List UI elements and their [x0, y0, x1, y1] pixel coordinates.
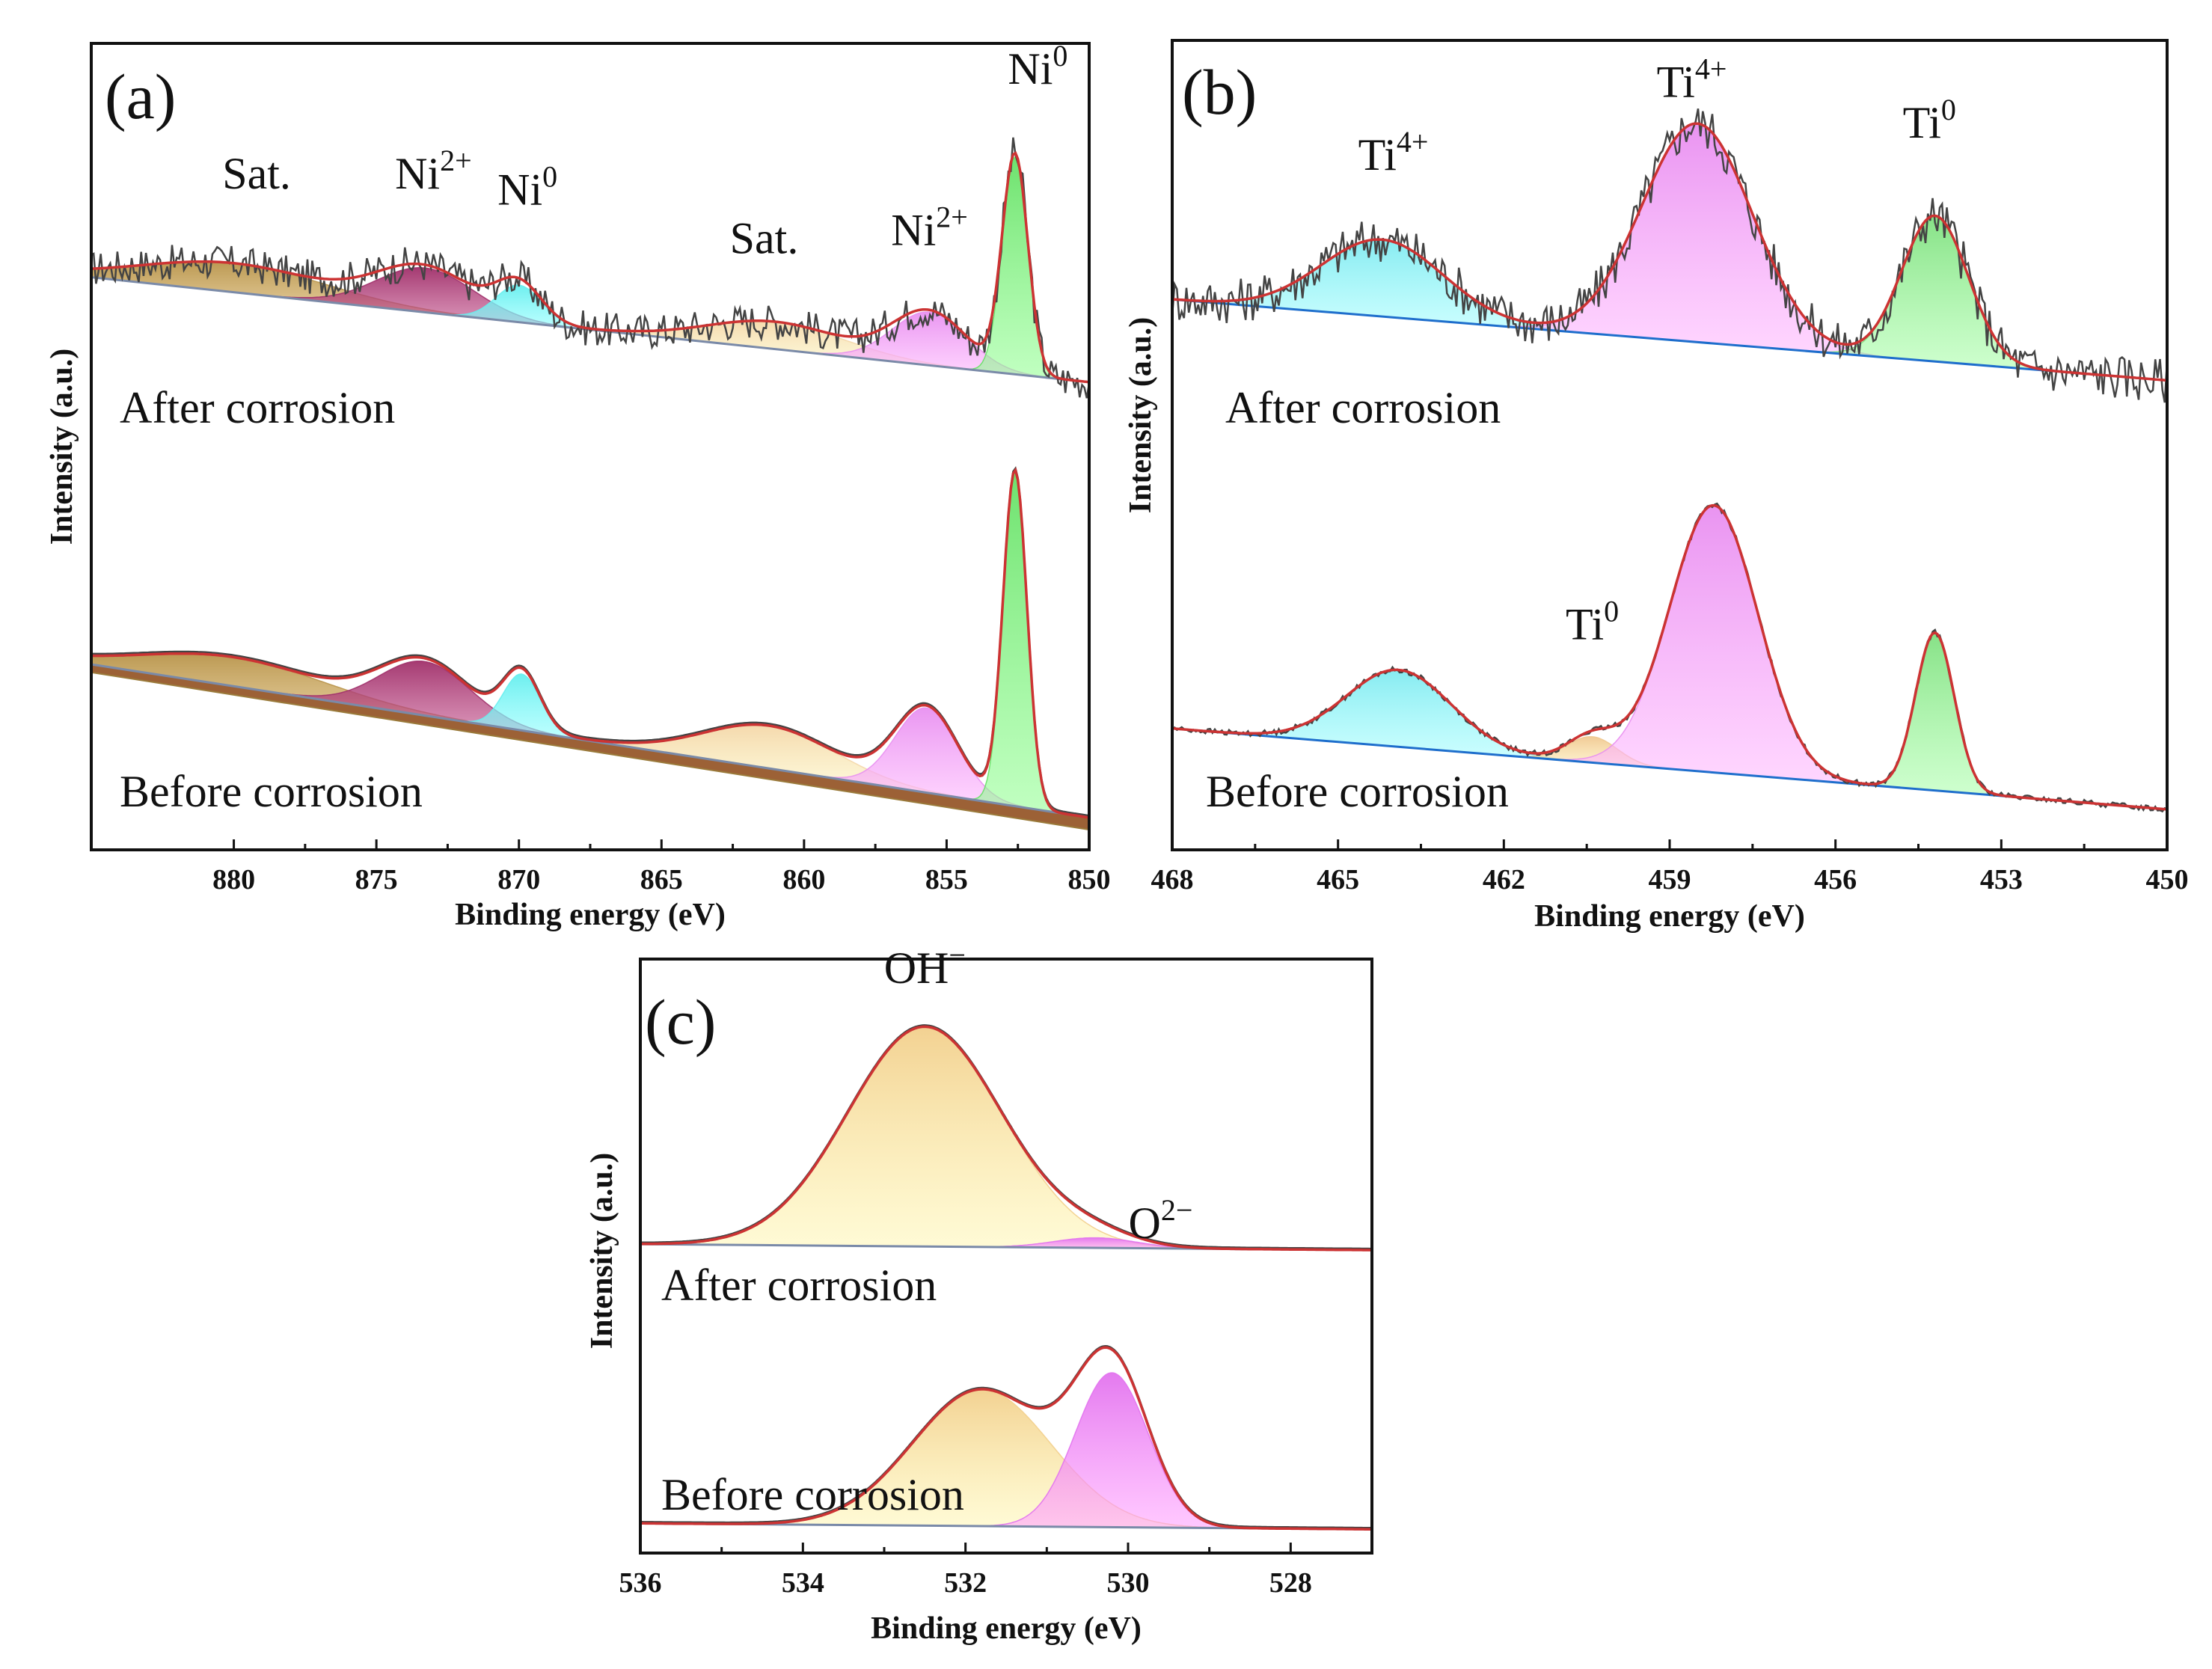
panel-c-x-tick-label: 530 [1107, 1567, 1150, 1599]
panel-a-x-tick-label: 880 [212, 864, 255, 895]
panel-b-x-tick-label: 462 [1483, 864, 1525, 895]
panel-b-x-tick-label: 453 [1980, 864, 2023, 895]
panel-c-x-tick-label: 536 [619, 1567, 662, 1599]
panel-a-ni2p: 880 875 870 865 860 855 850 (a) After corrosio… [45, 39, 1111, 932]
panel-a-before-peak-ni0-5 [965, 470, 1064, 815]
panel-a-before-fit-envelope [91, 467, 1090, 819]
panel-c-o1s: 536 534 532 530 528 (c) After corrosion Befo… [585, 938, 1373, 1646]
panel-a-x-tick-label: 860 [782, 864, 825, 895]
panel-a-after-label: After corrosion [120, 383, 395, 432]
panel-a-peak-label: Sat. [730, 213, 799, 263]
panel-a-x-tick-label: 855 [925, 864, 968, 895]
panel-c-before-raw-spectrum [640, 1344, 1373, 1529]
panel-a-x-tick-label: 850 [1068, 864, 1111, 895]
peak-label-text: Ti [1657, 58, 1695, 107]
panel-c-frame [639, 958, 1373, 1555]
panel-b-before-label: Before corrosion [1206, 767, 1509, 816]
peak-label-text: Ti [1566, 600, 1604, 649]
panel-c-label: (c) [645, 986, 716, 1058]
panel-c-x-tick-label: 528 [1269, 1567, 1312, 1599]
peak-label-superscript: 2+ [936, 200, 968, 234]
panel-a-x-axis-title: Binding energy (eV) [455, 898, 726, 932]
peak-label-superscript: 2+ [440, 144, 472, 177]
peak-label-superscript: 4+ [1695, 52, 1727, 86]
panel-b-plot-area [1171, 108, 2169, 813]
panel-c-before-label: Before corrosion [661, 1470, 964, 1519]
panel-b-x-tick-label: 459 [1649, 864, 1691, 895]
panel-a-x-ticks: 880 875 870 865 860 855 850 [212, 839, 1111, 895]
peak-label-text: Ti [1358, 130, 1397, 180]
panel-c-x-tick-label: 532 [944, 1567, 987, 1599]
peak-label-text: Ti [1903, 98, 1941, 147]
panel-c-after-fit-envelope [640, 1025, 1373, 1252]
peak-label-superscript: 2− [1161, 1193, 1193, 1227]
panel-b-y-axis-title: Intensity (a.u.) [1124, 317, 1158, 514]
panel-b-x-tick-label: 450 [2146, 864, 2189, 895]
panel-b-before-peak-ti0-3 [1854, 631, 2016, 798]
peak-label-text: Ni [891, 206, 936, 255]
panel-b-ti2p: 468 465 462 459 456 453 450 (b) After corrosio… [1124, 39, 2189, 934]
panel-a-peak-label: Ni0 [1008, 39, 1067, 94]
panel-b-before-fit-envelope [1171, 503, 2168, 811]
panel-a-x-tick-label: 875 [355, 864, 398, 895]
panel-c-before-fit-envelope [640, 1346, 1372, 1531]
panel-a-peak-label: Ni0 [497, 160, 557, 215]
panel-a-peak-label: Sat. [222, 149, 291, 198]
panel-a-peak-label: Ni2+ [395, 144, 472, 198]
panel-a-x-tick-label: 870 [497, 864, 540, 895]
panel-b-x-tick-label: 468 [1151, 864, 1194, 895]
peak-label-text: Sat. [730, 213, 799, 263]
panel-a-y-axis-title: Intensity (a.u.) [45, 349, 79, 545]
peak-label-text: Ni [395, 149, 440, 198]
panel-b-x-ticks: 468 465 462 459 456 453 450 [1151, 839, 2189, 895]
panel-c-plot-area [640, 1024, 1373, 1531]
panel-b-after-label: After corrosion [1225, 383, 1501, 432]
panel-b-after-raw-spectrum [1171, 108, 2169, 403]
panel-a-after-fit-envelope [91, 151, 1090, 384]
panel-c-y-axis-title: Intensity (a.u.) [585, 1153, 619, 1350]
peak-label-text: OH [884, 943, 949, 993]
peak-label-superscript: 0 [1604, 595, 1619, 628]
panel-c-x-ticks: 536 534 532 530 528 [619, 1543, 1312, 1599]
panel-b-peak-label: Ti4+ [1657, 52, 1727, 107]
panel-c-x-tick-label: 534 [782, 1567, 824, 1599]
panel-c-after-label: After corrosion [661, 1261, 937, 1310]
panel-a-before-label: Before corrosion [120, 767, 423, 816]
panel-b-x-tick-label: 456 [1814, 864, 1857, 895]
peak-label-superscript: 4+ [1397, 125, 1429, 159]
panel-b-peak-label: Ti0 [1903, 93, 1956, 147]
panel-b-peak-label: Ti4+ [1358, 125, 1429, 180]
peak-label-text: Ni [497, 165, 542, 215]
panel-b-x-axis-title: Binding energy (eV) [1534, 899, 1805, 934]
panel-a-before-raw-spectrum [91, 466, 1090, 817]
panel-c-x-axis-title: Binding energy (eV) [871, 1611, 1142, 1646]
panel-c-peak-label: OH− [884, 938, 966, 993]
panel-a-plot-area [91, 137, 1091, 831]
panel-b-label: (b) [1182, 56, 1257, 128]
peak-label-superscript: − [949, 938, 966, 972]
panel-a-x-tick-label: 865 [640, 864, 683, 895]
peak-label-text: Ni [1008, 44, 1053, 94]
panel-c-peak-label: O2− [1129, 1193, 1193, 1248]
peak-label-superscript: 0 [1053, 39, 1067, 73]
panel-a-label: (a) [105, 61, 176, 132]
peak-label-text: Sat. [222, 149, 291, 198]
panel-b-after-baseline [1171, 298, 2168, 382]
panel-b-peak-label: Ti0 [1566, 595, 1619, 649]
panel-b-after-fit-envelope [1171, 122, 2168, 382]
panel-b-x-tick-label: 465 [1317, 864, 1359, 895]
panel-c-peak-labels: OH− O2− [884, 938, 1193, 1248]
peak-label-superscript: 0 [1941, 93, 1956, 126]
panel-a-peak-label: Ni2+ [891, 200, 968, 255]
peak-label-text: O [1129, 1198, 1161, 1248]
peak-label-superscript: 0 [542, 160, 557, 194]
